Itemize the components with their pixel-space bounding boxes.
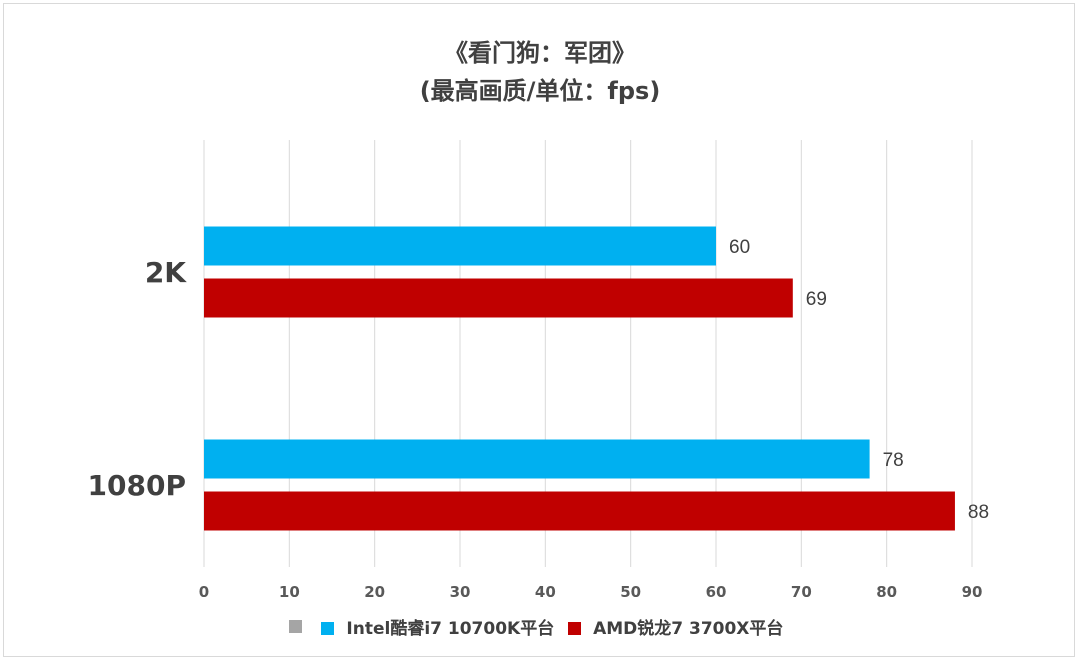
x-tick-label: 10 (279, 583, 300, 601)
legend-swatch-gray (288, 619, 302, 633)
x-tick-label: 60 (706, 583, 727, 601)
bar-2k-series-0 (204, 226, 716, 266)
bar-1080p-series-0 (204, 439, 870, 479)
legend-label-amd: AMD锐龙7 3700X平台 (593, 619, 784, 639)
x-tick-label: 50 (620, 583, 641, 601)
legend-swatch-intel (321, 622, 335, 635)
legend-item-unnamed (288, 617, 308, 637)
category-label: 1080P (88, 469, 186, 502)
category-label: 2K (145, 256, 187, 289)
x-tick-label: 30 (450, 583, 471, 601)
chart-subtitle: (最高画质/单位：fps) (419, 77, 661, 105)
legend-swatch-amd (568, 622, 582, 635)
legend-item-intel: Intel酷睿i7 10700K平台 (321, 614, 554, 639)
x-tick-label: 90 (962, 583, 983, 601)
bar-1080p-series-1 (204, 491, 955, 531)
x-tick-label: 0 (199, 583, 209, 601)
data-label: 69 (806, 289, 827, 310)
x-tick-label: 20 (364, 583, 385, 601)
bar-2k-series-1 (204, 278, 793, 318)
x-tick-label: 70 (791, 583, 812, 601)
data-label: 88 (968, 502, 989, 523)
chart-frame (3, 3, 1075, 657)
legend: Intel酷睿i7 10700K平台 AMD锐龙7 3700X平台 (0, 614, 1080, 639)
legend-label-intel: Intel酷睿i7 10700K平台 (346, 619, 555, 639)
x-tick-label: 80 (876, 583, 897, 601)
data-label: 60 (729, 237, 750, 258)
x-tick-label: 40 (535, 583, 556, 601)
chart-title: 《看门狗：军团》 (444, 39, 636, 67)
legend-item-amd: AMD锐龙7 3700X平台 (568, 614, 783, 639)
data-label: 78 (883, 450, 904, 471)
